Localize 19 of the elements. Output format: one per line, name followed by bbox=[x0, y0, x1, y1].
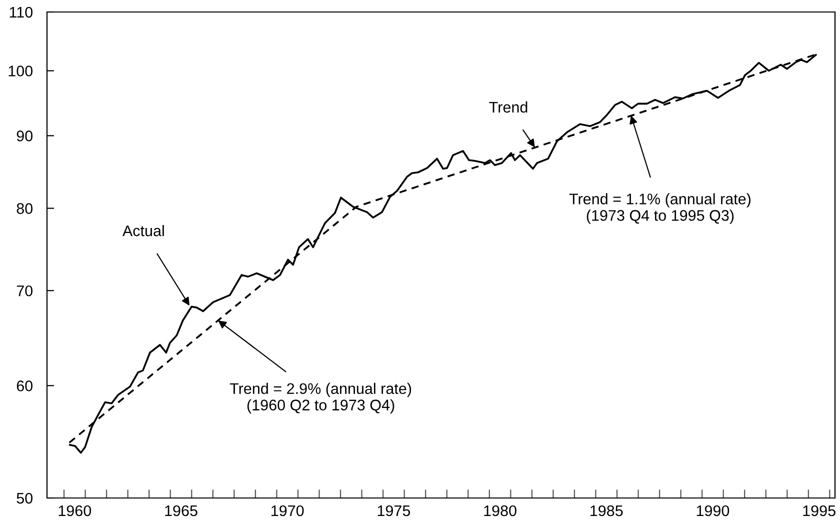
annotation: Trend bbox=[489, 101, 528, 113]
annotation: Trend = 2.9% (annual rate) (1960 Q2 to 1973 Q4) bbox=[230, 382, 412, 414]
y-tick-label: 50 bbox=[16, 492, 33, 504]
y-tick-label: 70 bbox=[16, 285, 33, 296]
x-tick-label: 1970 bbox=[272, 505, 304, 516]
x-tick-label: 1990 bbox=[696, 505, 730, 516]
annotation: Trend = 1.1% (annual rate) (1973 Q4 to 1995 Q3) bbox=[569, 193, 750, 224]
y-tick-label: 110 bbox=[10, 6, 33, 18]
x-tick-label: 1980 bbox=[484, 505, 516, 516]
y-tick-label: 90 bbox=[16, 130, 33, 142]
y-tick-label: 80 bbox=[16, 203, 33, 214]
x-tick-label: 1960 bbox=[58, 505, 92, 516]
annotation: Actual bbox=[122, 225, 164, 236]
y-tick-label: 60 bbox=[16, 380, 33, 392]
x-tick-label: 1985 bbox=[590, 505, 623, 516]
x-tick-label: 1965 bbox=[165, 505, 198, 516]
x-tick-label: 1975 bbox=[378, 505, 410, 516]
y-tick-label: 100 bbox=[8, 66, 33, 76]
x-tick-label: 1995 bbox=[803, 505, 836, 516]
